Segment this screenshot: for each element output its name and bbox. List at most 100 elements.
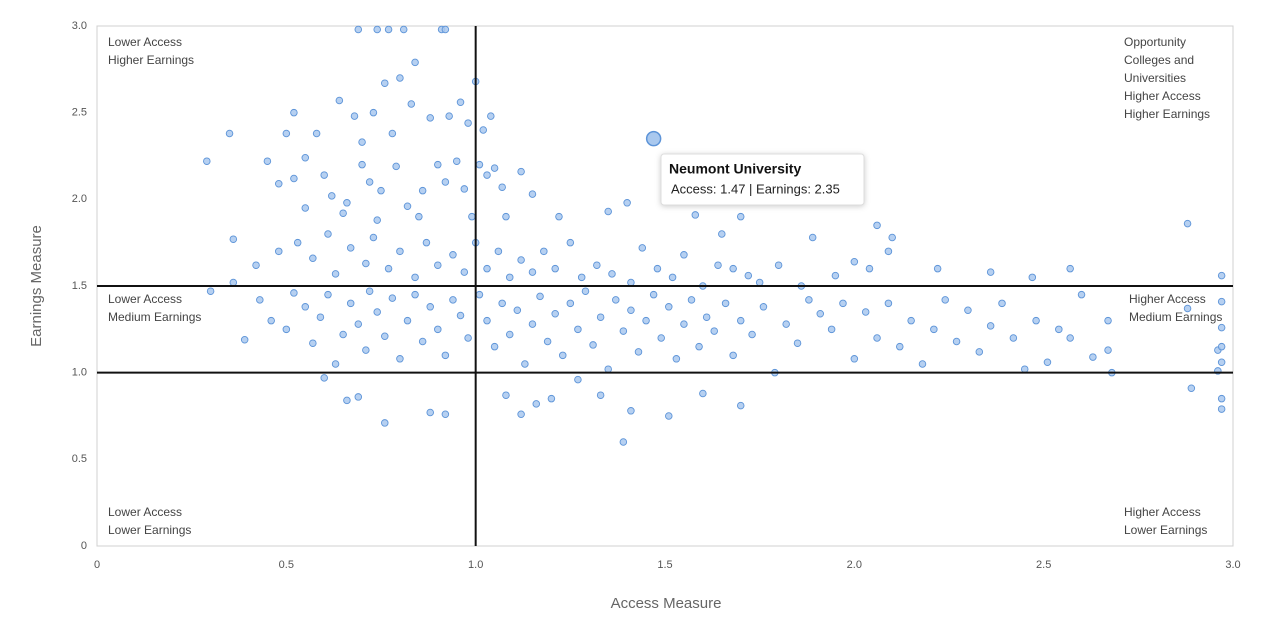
tooltip-box — [660, 153, 865, 206]
data-point — [623, 199, 631, 207]
data-point — [203, 157, 211, 165]
quadrant-label: Higher Earnings — [108, 53, 194, 67]
data-point — [381, 332, 389, 341]
data-point — [930, 325, 938, 334]
data-point — [1217, 297, 1226, 306]
y-tick-label: 0 — [81, 540, 87, 552]
data-point — [517, 256, 525, 264]
data-point — [475, 290, 484, 299]
x-tick-label: 1.5 — [657, 559, 672, 571]
x-tick-label: 0 — [94, 559, 100, 571]
y-axis-title: Earnings Measure — [28, 225, 45, 347]
data-point — [1020, 365, 1029, 373]
data-point — [975, 348, 984, 356]
data-point — [365, 178, 374, 186]
data-point — [343, 199, 351, 207]
data-point — [998, 299, 1006, 308]
quadrant-label: Lower Access — [108, 35, 182, 49]
data-point — [907, 316, 915, 325]
data-point — [346, 244, 355, 252]
data-point — [748, 330, 756, 339]
data-point — [555, 212, 563, 221]
quadrant-label: Higher Earnings — [1124, 107, 1210, 121]
data-point — [441, 410, 450, 419]
data-point — [1217, 358, 1226, 367]
data-point — [986, 322, 995, 330]
data-point — [316, 313, 325, 321]
data-point — [396, 247, 404, 256]
data-point — [411, 290, 419, 299]
data-point — [464, 334, 472, 342]
data-point — [225, 129, 234, 138]
data-point — [1104, 316, 1112, 325]
data-point — [483, 171, 491, 179]
tooltip-title: Neumont University — [669, 161, 801, 177]
data-point — [381, 419, 389, 427]
data-point — [536, 292, 544, 301]
data-point — [301, 153, 310, 162]
data-point — [831, 271, 840, 280]
data-point — [718, 230, 726, 238]
data-point — [396, 355, 404, 363]
data-point — [589, 341, 597, 349]
data-point — [627, 278, 635, 287]
data-point — [369, 233, 378, 242]
data-point — [411, 273, 419, 282]
data-point — [1028, 273, 1037, 282]
data-point — [290, 174, 298, 183]
data-point — [642, 316, 650, 325]
data-point — [672, 355, 681, 363]
data-point — [744, 271, 753, 280]
data-point — [399, 25, 408, 34]
data-point — [1077, 290, 1086, 299]
data-point — [1183, 219, 1192, 228]
data-point — [668, 273, 677, 282]
data-point — [301, 303, 310, 311]
data-point — [665, 412, 673, 420]
data-point — [782, 320, 790, 328]
data-point — [415, 212, 423, 221]
data-point — [320, 374, 328, 382]
data-point — [1032, 316, 1040, 325]
quadrant-label: Medium Earnings — [108, 310, 201, 324]
data-point — [388, 129, 397, 138]
tooltip: Neumont University Access: 1.47 | Earning… — [660, 153, 865, 206]
data-point — [1217, 271, 1226, 280]
data-point — [839, 299, 847, 308]
data-point — [604, 365, 612, 373]
data-point — [434, 325, 442, 334]
data-point — [649, 290, 658, 299]
data-point — [350, 112, 359, 120]
data-point — [320, 171, 328, 179]
data-point — [638, 244, 647, 252]
data-point — [850, 257, 859, 266]
data-point — [714, 261, 722, 269]
data-point — [275, 179, 283, 188]
data-point — [449, 296, 457, 304]
data-point — [517, 167, 525, 176]
data-point — [593, 261, 601, 269]
data-point — [479, 126, 487, 134]
data-point — [418, 186, 427, 195]
x-tick-label: 1.0 — [468, 559, 483, 571]
data-point — [551, 264, 559, 273]
data-point — [267, 316, 275, 325]
data-point — [475, 160, 484, 169]
data-point — [566, 299, 575, 308]
data-point — [293, 238, 302, 247]
data-point — [695, 342, 703, 351]
data-point — [346, 299, 355, 308]
data-point — [1217, 342, 1226, 351]
data-point — [229, 278, 238, 287]
data-point — [490, 342, 499, 351]
y-tick-label: 2.0 — [72, 193, 87, 205]
data-point — [665, 303, 673, 311]
data-point — [657, 334, 665, 342]
y-tick-label: 3.0 — [72, 20, 87, 32]
data-point — [324, 290, 332, 299]
data-point — [362, 346, 370, 354]
data-point — [710, 327, 718, 335]
data-point — [827, 325, 836, 334]
data-point — [755, 278, 764, 287]
data-point — [1089, 353, 1097, 361]
